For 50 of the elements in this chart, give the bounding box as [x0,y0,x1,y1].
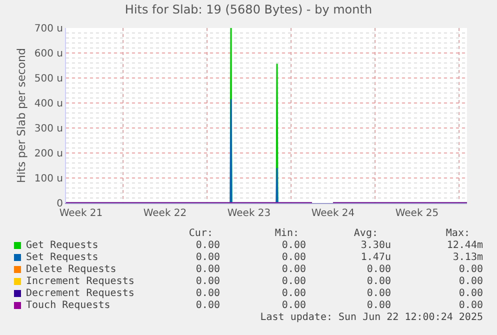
x-tick-label: Week 25 [395,208,439,219]
text: 0.00 [366,300,391,312]
text: 0.00 [282,264,306,276]
text: 0.00 [282,288,306,300]
text: 0.00 [282,252,306,264]
x-tick-label: Week 24 [311,208,355,219]
legend-label: Set Requests [26,252,98,264]
text: 0.00 [282,276,306,288]
y-tick-label: 100 u [34,174,63,184]
text: 0.00 [196,276,220,288]
text: 3.13m [452,252,483,264]
text: 1.47u [360,252,391,264]
text: 0.00 [458,288,483,300]
text: 3.30u [360,240,391,252]
chart-title: Hits for Slab: 19 (5680 Bytes) - by month [124,2,372,16]
text: 0.00 [366,276,391,288]
y-tick-label: 600 u [34,48,63,60]
y-axis-title: Hits per Slab per second [15,48,28,183]
text: 0.00 [458,276,483,288]
y-tick-label: 700 u [34,24,63,34]
text: 0.00 [282,300,306,312]
text: 0.00 [458,300,483,312]
text: Min: [274,228,299,240]
text: 0.00 [458,264,483,276]
legend-label: Increment Requests [26,276,134,288]
text: Cur: [188,228,213,240]
text: 0.00 [196,252,220,264]
x-tick-label: Week 22 [143,208,187,219]
text: 0.00 [196,264,220,276]
text: 0.00 [196,288,220,300]
text: Last update: Sun Jun 22 12:00:24 2025 [260,312,483,324]
text: Avg: [354,228,378,240]
text: 0.00 [366,288,391,300]
y-tick-label: 0 [56,198,63,210]
x-tick-label: Week 23 [227,208,271,219]
y-tick-label: 300 u [34,124,63,134]
y-tick-label: 200 u [34,148,63,160]
legend-label: Decrement Requests [26,288,134,300]
text: 0.00 [366,264,391,276]
text: 0.00 [196,240,220,252]
text: 0.00 [196,300,220,312]
text: 0.00 [282,240,306,252]
y-tick-label: 500 u [34,74,63,84]
legend-label: Touch Requests [26,300,110,312]
y-tick-label: 400 u [34,98,63,110]
text: 12.44m [446,240,483,252]
legend-label: Delete Requests [26,264,116,276]
text: Max: [446,228,470,240]
x-tick-label: Week 21 [59,208,103,219]
legend-label: Get Requests [26,240,98,252]
